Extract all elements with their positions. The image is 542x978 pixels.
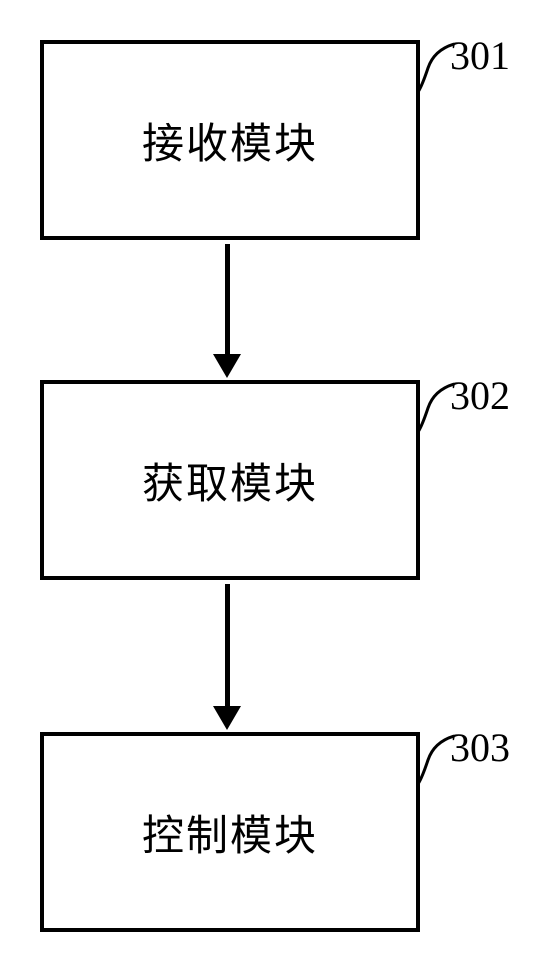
label-connector	[418, 42, 454, 94]
flowchart-diagram: 接收模块 301 获取模块 302 控制模块 303	[0, 0, 542, 978]
flowchart-node-acquire: 获取模块	[40, 380, 420, 580]
label-connector	[418, 734, 454, 786]
node-text: 接收模块	[142, 110, 318, 171]
arrow-head	[213, 706, 241, 730]
arrow-line	[225, 244, 230, 360]
arrow-connector	[225, 244, 235, 380]
node-label: 301	[450, 32, 510, 79]
flowchart-node-receive: 接收模块	[40, 40, 420, 240]
arrow-head	[213, 354, 241, 378]
label-connector	[418, 382, 454, 434]
node-text: 控制模块	[142, 802, 318, 863]
flowchart-node-control: 控制模块	[40, 732, 420, 932]
arrow-connector	[225, 584, 235, 732]
arrow-line	[225, 584, 230, 712]
node-text: 获取模块	[142, 450, 318, 511]
node-label: 302	[450, 372, 510, 419]
node-label: 303	[450, 724, 510, 771]
